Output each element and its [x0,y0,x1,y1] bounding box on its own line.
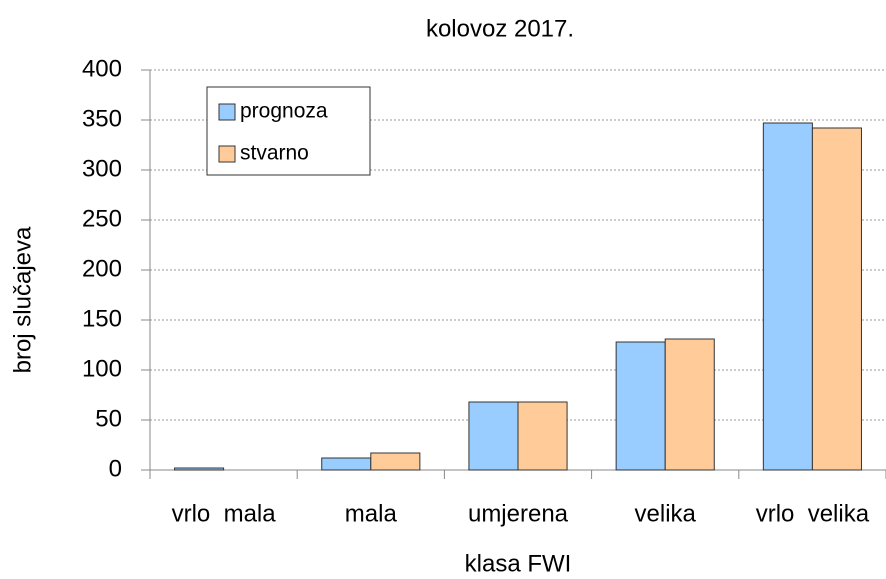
legend-swatch [218,145,236,163]
y-tick-label: 150 [82,305,122,332]
bar [174,467,225,471]
y-tick-label: 0 [109,455,122,482]
chart-title: kolovoz 2017. [426,15,574,42]
legend-label: prognoza [240,100,328,123]
y-tick-label: 250 [82,205,122,232]
bar [664,338,715,471]
y-tick-label: 50 [95,405,122,432]
bar [517,401,568,471]
y-tick-label: 100 [82,355,122,382]
x-tick-label: umjerena [468,500,569,527]
y-tick-label: 400 [82,55,122,82]
y-tick-label: 300 [82,155,122,182]
bar [468,401,519,471]
x-tick-label: vrlo velika [756,500,870,527]
y-tick-label: 200 [82,255,122,282]
legend-swatch [218,103,236,121]
y-tick-label: 350 [82,105,122,132]
legend-label: stvarno [240,142,309,165]
bar [762,122,813,471]
y-axis-label: broj slučajeva [9,226,36,373]
x-tick-label: mala [345,500,398,527]
bar [615,341,666,471]
bar [321,457,372,471]
x-axis-label: klasa FWI [465,550,572,577]
legend-box [206,86,371,176]
bar [811,127,862,471]
bar [370,452,421,471]
x-tick-label: velika [635,500,697,527]
x-tick-label: vrlo mala [172,500,277,527]
